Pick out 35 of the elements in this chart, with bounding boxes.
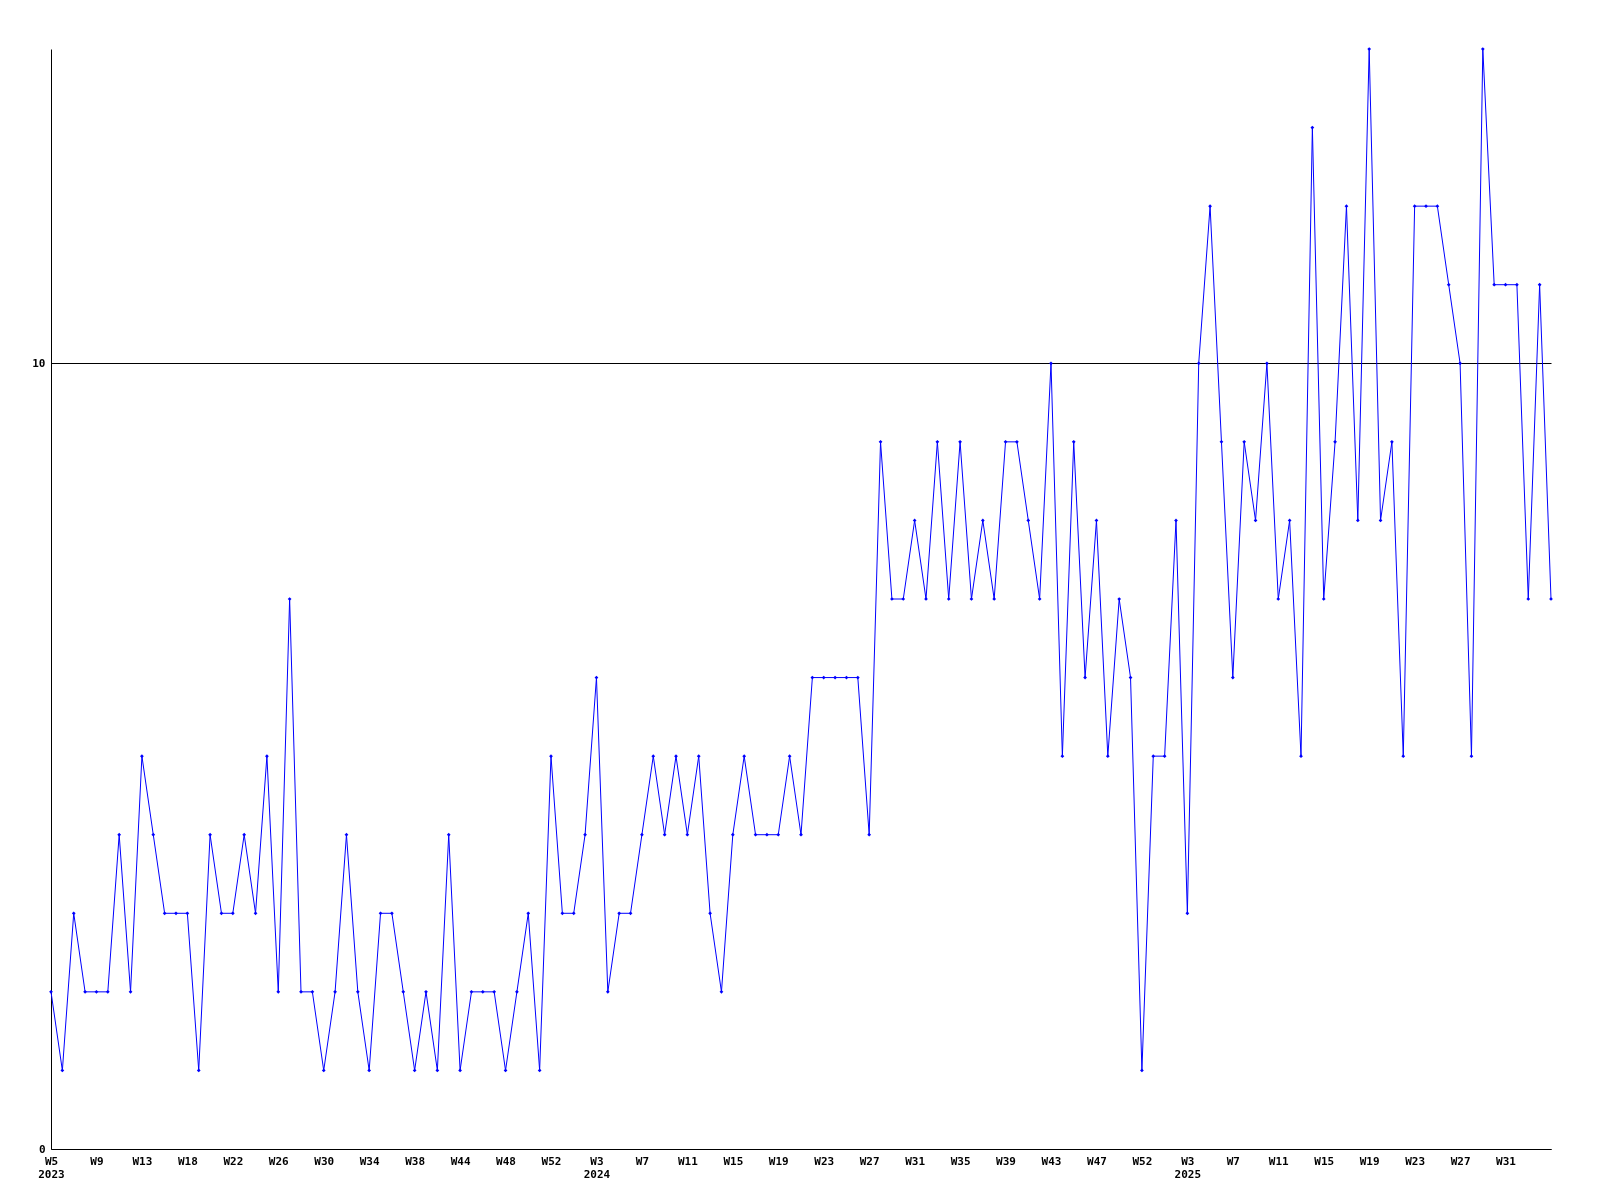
x-tick-label: W23 bbox=[1405, 1154, 1426, 1168]
x-tick-label: W39 bbox=[996, 1154, 1016, 1168]
x-tick-label: W22 bbox=[223, 1154, 244, 1168]
x-tick-label: W3 2024 bbox=[583, 1154, 611, 1181]
x-tick-label: W11 bbox=[677, 1154, 699, 1168]
x-tick-label: W23 bbox=[814, 1154, 835, 1168]
x-tick-label: W47 bbox=[1087, 1154, 1107, 1168]
x-tick-label: W7 bbox=[635, 1154, 650, 1168]
x-tick-label: W48 bbox=[496, 1154, 516, 1168]
x-tick-label: W5 2023 bbox=[38, 1154, 65, 1181]
x-tick-label: W15 bbox=[1314, 1154, 1335, 1168]
x-tick-label: W43 bbox=[1041, 1154, 1062, 1168]
y-tick-label: 10 bbox=[32, 356, 46, 370]
x-tick-label: W35 bbox=[950, 1154, 971, 1168]
x-tick-label: W30 bbox=[314, 1154, 335, 1168]
y-tick-label: 0 bbox=[38, 1142, 46, 1156]
x-tick-label: W7 bbox=[1226, 1154, 1240, 1168]
x-tick-label: W3 2025 bbox=[1174, 1154, 1202, 1181]
x-tick-label: W11 bbox=[1268, 1154, 1290, 1168]
x-tick-label: W31 bbox=[905, 1154, 926, 1168]
x-tick-label: W27 bbox=[1450, 1154, 1471, 1168]
x-tick-label: W18 bbox=[177, 1154, 198, 1168]
x-tick-label: W34 bbox=[359, 1154, 380, 1168]
x-tick-label: W44 bbox=[450, 1154, 471, 1168]
x-tick-label: W27 bbox=[859, 1154, 880, 1168]
x-tick-label: W19 bbox=[1359, 1154, 1380, 1168]
x-tick-label: W52 bbox=[1132, 1154, 1153, 1168]
x-tick-label: W19 bbox=[768, 1154, 789, 1168]
x-tick-label: W38 bbox=[405, 1154, 426, 1168]
x-tick-label: W52 bbox=[541, 1154, 562, 1168]
x-tick-label: W9 bbox=[90, 1154, 104, 1168]
x-tick-label: W26 bbox=[268, 1154, 290, 1168]
x-tick-label: W13 bbox=[132, 1154, 153, 1168]
x-tick-label: W15 bbox=[723, 1154, 744, 1168]
x-tick-label: W31 bbox=[1496, 1154, 1517, 1168]
